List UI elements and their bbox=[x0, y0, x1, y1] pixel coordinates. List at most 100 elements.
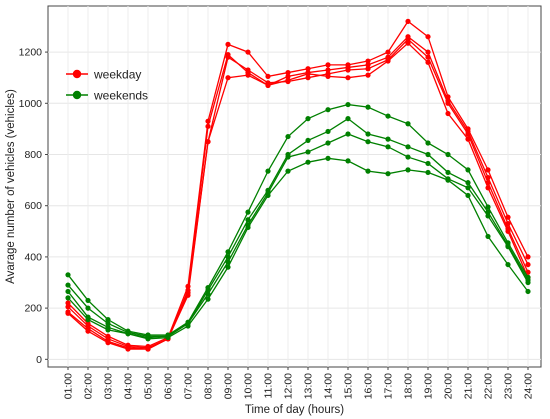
data-point-weekends bbox=[305, 149, 311, 155]
x-tick-label: 21:00 bbox=[463, 373, 475, 399]
plot-frame bbox=[47, 5, 542, 368]
data-point-weekends bbox=[385, 144, 391, 150]
data-point-weekends bbox=[345, 158, 351, 164]
data-point-weekday bbox=[245, 72, 251, 78]
data-point-weekday bbox=[205, 139, 211, 145]
y-tick-label: 200 bbox=[24, 303, 42, 315]
data-point-weekday bbox=[245, 67, 251, 73]
data-point-weekday bbox=[505, 228, 511, 234]
data-point-weekday bbox=[305, 71, 311, 77]
data-point-weekday bbox=[325, 73, 331, 80]
x-tick-label: 12:00 bbox=[283, 373, 295, 399]
data-point-weekends bbox=[85, 305, 91, 311]
data-point-weekends bbox=[465, 180, 471, 186]
y-tick-label: 1200 bbox=[19, 47, 43, 59]
data-point-weekends bbox=[365, 131, 371, 137]
x-tick-label: 10:00 bbox=[243, 373, 255, 399]
data-point-weekday bbox=[405, 18, 411, 24]
data-point-weekends bbox=[285, 154, 291, 160]
data-point-weekends bbox=[325, 155, 331, 161]
legend: weekday weekends bbox=[66, 68, 148, 103]
data-point-weekends bbox=[345, 101, 351, 108]
x-tick-label: 01:00 bbox=[63, 373, 75, 399]
data-point-weekends bbox=[145, 336, 151, 342]
data-point-weekday bbox=[365, 66, 371, 72]
x-axis-ticks: 01:00 02:00 03:00 04:00 05:00 06:00 07:00 08:00… bbox=[63, 367, 535, 399]
data-point-weekday bbox=[405, 36, 411, 42]
data-point-weekday bbox=[325, 67, 331, 73]
data-point-weekday bbox=[525, 254, 531, 260]
data-point-weekday bbox=[105, 340, 111, 346]
legend-swatch-marker bbox=[72, 69, 82, 79]
data-point-weekends bbox=[425, 140, 431, 146]
data-point-weekends bbox=[405, 144, 411, 150]
series-line-weekday bbox=[67, 20, 529, 348]
data-point-weekends bbox=[385, 136, 391, 142]
x-tick-label: 22:00 bbox=[483, 373, 495, 399]
data-point-weekday bbox=[225, 41, 231, 48]
x-tick-label: 19:00 bbox=[423, 373, 435, 399]
data-point-weekends bbox=[465, 185, 471, 191]
data-point-weekends bbox=[405, 121, 411, 127]
data-point-weekday bbox=[185, 292, 191, 298]
data-point-weekday bbox=[425, 49, 431, 55]
data-point-weekends bbox=[405, 154, 411, 160]
x-tick-label: 08:00 bbox=[203, 373, 215, 399]
data-point-weekends bbox=[245, 209, 251, 215]
data-point-weekends bbox=[485, 204, 491, 210]
data-point-weekends bbox=[165, 334, 171, 341]
data-point-weekday bbox=[305, 66, 311, 72]
data-point-weekday bbox=[385, 58, 391, 64]
data-point-weekday bbox=[205, 123, 211, 129]
data-point-weekday bbox=[265, 73, 271, 80]
data-point-weekday bbox=[485, 167, 491, 173]
data-point-weekends bbox=[105, 317, 111, 323]
data-point-weekday bbox=[345, 75, 351, 81]
data-point-weekday bbox=[245, 49, 251, 55]
data-point-weekends bbox=[345, 116, 351, 122]
data-point-weekday bbox=[285, 73, 291, 80]
data-point-weekends bbox=[225, 254, 231, 260]
data-point-weekends bbox=[85, 317, 91, 323]
legend-label: weekday bbox=[93, 68, 141, 82]
data-point-weekday bbox=[425, 34, 431, 40]
data-point-weekday bbox=[445, 100, 451, 106]
series-line-weekends bbox=[67, 117, 529, 337]
data-point-weekday bbox=[65, 300, 71, 306]
y-tick-label: 0 bbox=[36, 354, 42, 366]
data-point-weekday bbox=[225, 75, 231, 81]
y-axis-label: Avarage number of vehicles (vehicles) bbox=[5, 89, 17, 284]
y-tick-label: 400 bbox=[24, 251, 42, 263]
series-lines bbox=[65, 18, 531, 352]
data-point-weekday bbox=[345, 67, 351, 73]
data-point-weekends bbox=[485, 233, 491, 240]
data-point-weekday bbox=[265, 82, 271, 88]
data-point-weekday bbox=[65, 310, 71, 316]
data-point-weekends bbox=[265, 168, 271, 174]
x-tick-label: 13:00 bbox=[303, 373, 315, 399]
legend-swatch-marker bbox=[72, 90, 82, 100]
data-point-weekends bbox=[525, 288, 531, 295]
data-point-weekends bbox=[305, 116, 311, 122]
x-tick-label: 17:00 bbox=[383, 373, 395, 399]
data-point-weekday bbox=[85, 328, 91, 334]
data-point-weekday bbox=[525, 261, 531, 268]
data-point-weekends bbox=[285, 168, 291, 174]
data-point-weekends bbox=[125, 331, 131, 337]
data-point-weekends bbox=[505, 244, 511, 250]
x-tick-label: 14:00 bbox=[323, 373, 335, 399]
data-point-weekday bbox=[285, 77, 291, 83]
y-tick-label: 800 bbox=[24, 149, 42, 161]
data-point-weekends bbox=[305, 137, 311, 144]
series-line-weekends bbox=[67, 157, 529, 340]
x-tick-label: 05:00 bbox=[143, 373, 155, 399]
x-tick-label: 15:00 bbox=[343, 373, 355, 399]
data-point-weekends bbox=[325, 107, 331, 113]
data-point-weekends bbox=[525, 279, 531, 286]
data-point-weekday bbox=[145, 346, 151, 352]
x-tick-label: 09:00 bbox=[223, 373, 235, 399]
data-point-weekends bbox=[365, 168, 371, 174]
x-tick-label: 23:00 bbox=[503, 373, 515, 399]
data-point-weekends bbox=[65, 288, 71, 295]
